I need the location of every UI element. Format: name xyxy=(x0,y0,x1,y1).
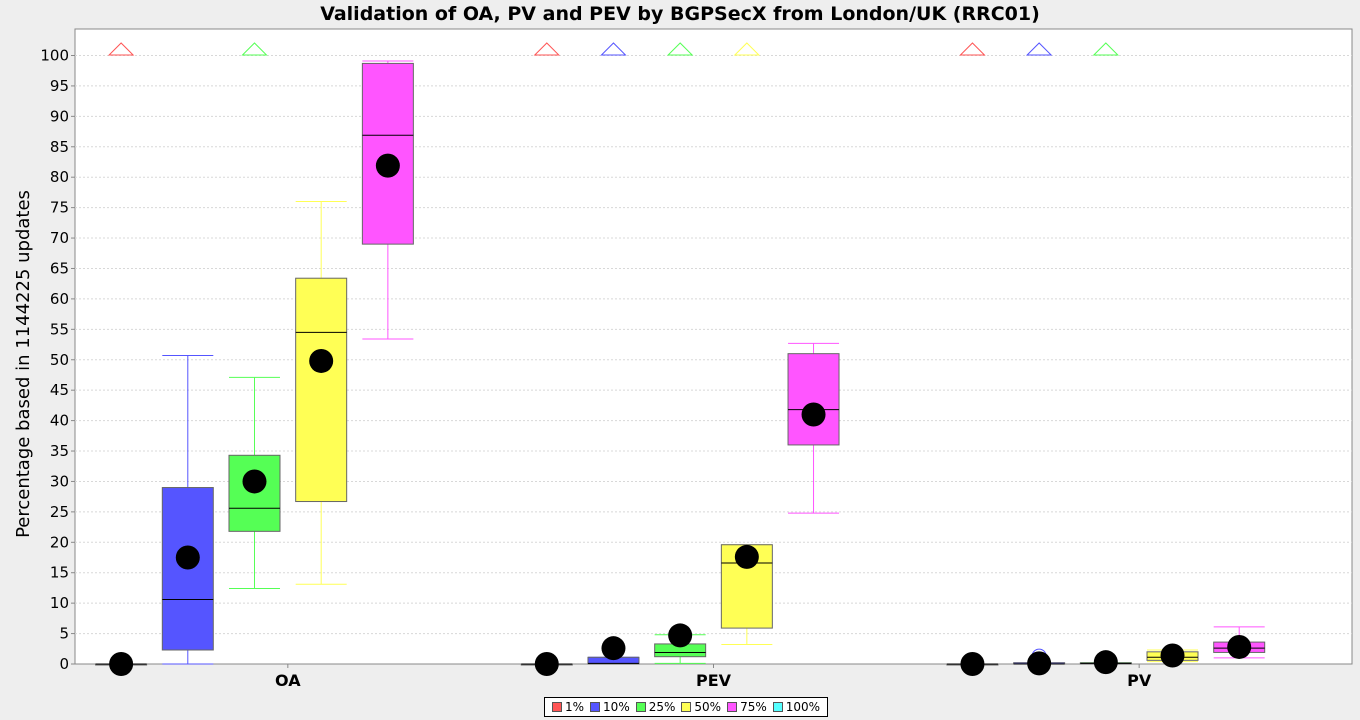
mean-marker xyxy=(375,153,400,178)
series-25pct xyxy=(228,42,1132,675)
y-tick-label: 80 xyxy=(50,168,69,186)
y-axis-ticks: 0 5 10 15 20 25 30 35 40 45 50 55 60 65 70 75 80 85 90 95 10… xyxy=(40,47,75,673)
y-tick-label: 85 xyxy=(50,138,69,156)
far-outlier-marker xyxy=(1092,42,1120,56)
box-item xyxy=(1079,42,1132,675)
mean-marker xyxy=(242,469,267,494)
legend-label: 75% xyxy=(740,700,767,714)
far-outlier-marker xyxy=(733,42,761,56)
y-tick-label: 90 xyxy=(50,107,69,125)
legend-item: 75% xyxy=(727,700,767,714)
y-axis-label: Percentage based in 1144225 updates xyxy=(13,190,34,538)
y-tick-label: 15 xyxy=(50,564,69,582)
legend-label: 1% xyxy=(565,700,585,714)
legend-swatch xyxy=(635,702,646,712)
mean-marker xyxy=(1027,651,1052,676)
mean-marker xyxy=(668,623,693,648)
legend-item: 1% xyxy=(552,700,584,714)
legend-item: 50% xyxy=(681,700,721,714)
box-item xyxy=(361,60,414,340)
y-tick-label: 25 xyxy=(50,503,69,521)
mean-marker xyxy=(960,652,985,676)
y-tick-label: 40 xyxy=(50,412,69,430)
series-50pct xyxy=(295,42,1199,668)
legend-label: 50% xyxy=(694,700,722,714)
mean-marker xyxy=(734,544,759,569)
y-tick-label: 50 xyxy=(50,351,69,369)
far-outlier-marker xyxy=(533,42,560,56)
mean-marker xyxy=(1160,643,1185,668)
mean-marker xyxy=(1227,634,1252,659)
y-tick-label: 35 xyxy=(50,442,69,460)
y-tick-label: 0 xyxy=(59,655,69,673)
mean-marker xyxy=(309,348,334,373)
y-tick-label: 65 xyxy=(50,259,69,277)
y-tick-label: 20 xyxy=(50,533,69,551)
box-item xyxy=(654,42,707,664)
box-iqr xyxy=(787,353,840,446)
category-label: OA xyxy=(275,671,301,690)
legend-swatch xyxy=(552,702,562,712)
series-1pct xyxy=(95,42,999,676)
chart-legend: 1% 10% 25% 50% 75% 100% xyxy=(544,697,829,717)
y-tick-label: 55 xyxy=(50,320,69,338)
y-tick-label: 100 xyxy=(40,47,69,65)
mean-marker xyxy=(601,636,626,661)
box-item xyxy=(295,201,348,585)
box-item xyxy=(720,42,773,646)
box-item xyxy=(161,354,214,665)
legend-swatch xyxy=(681,702,692,712)
legend-swatch xyxy=(772,702,783,712)
y-tick-label: 45 xyxy=(50,381,69,399)
y-tick-label: 30 xyxy=(50,472,69,490)
legend-swatch xyxy=(727,702,738,712)
box-item xyxy=(95,42,148,676)
y-tick-label: 60 xyxy=(50,290,69,308)
box-item xyxy=(520,42,573,676)
mean-marker xyxy=(109,652,134,676)
category-label: PEV xyxy=(696,671,732,690)
category-labels: OA PEV PV xyxy=(275,664,1152,690)
legend-label: 100% xyxy=(785,700,821,714)
y-tick-label: 95 xyxy=(50,77,69,95)
category-label: PV xyxy=(1127,671,1152,690)
box-item xyxy=(1013,42,1066,676)
mean-marker xyxy=(175,545,200,570)
legend-label: 10% xyxy=(603,700,630,714)
legend-item: 10% xyxy=(590,700,630,714)
mean-marker xyxy=(801,402,826,427)
y-tick-label: 10 xyxy=(50,594,69,612)
grid-lines xyxy=(75,55,1352,635)
mean-marker xyxy=(1093,650,1118,675)
box-iqr xyxy=(295,277,348,503)
series-75pct xyxy=(361,60,1266,659)
plot-area xyxy=(74,28,1353,665)
legend-swatch xyxy=(590,702,601,712)
box-item xyxy=(946,42,999,676)
chart-title: Validation of OA, PV and PEV by BGPSecX … xyxy=(320,3,1040,25)
y-tick-label: 5 xyxy=(59,625,69,643)
y-tick-label: 75 xyxy=(50,199,69,217)
box-item xyxy=(1213,626,1266,659)
far-outlier-marker xyxy=(241,42,268,56)
box-item xyxy=(587,42,640,665)
far-outlier-marker xyxy=(959,42,986,56)
series-10pct xyxy=(161,42,1066,676)
y-tick-label: 70 xyxy=(50,229,69,247)
legend-item: 25% xyxy=(635,700,676,714)
far-outlier-marker xyxy=(666,42,694,56)
box-series xyxy=(95,42,1266,676)
box-item xyxy=(1146,643,1199,668)
box-item xyxy=(787,342,840,514)
far-outlier-marker xyxy=(600,42,627,56)
legend-item: 100% xyxy=(772,700,821,714)
far-outlier-marker xyxy=(1025,42,1053,56)
legend-label: 25% xyxy=(648,700,676,714)
box-item xyxy=(228,42,281,590)
far-outlier-marker xyxy=(107,42,135,56)
mean-marker xyxy=(534,652,559,676)
